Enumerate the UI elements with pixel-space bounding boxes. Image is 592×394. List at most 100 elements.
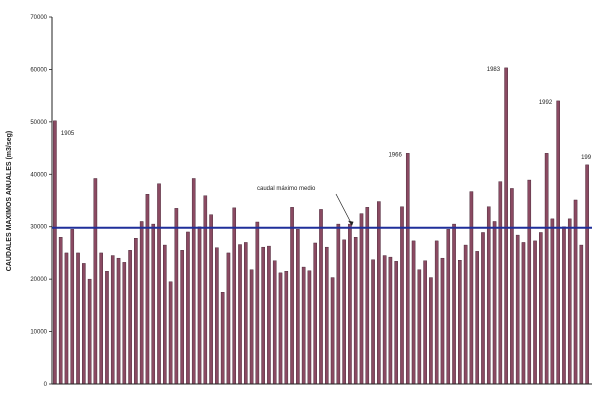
bar: [504, 67, 508, 385]
bar: [313, 242, 317, 385]
bar: [336, 223, 341, 385]
year-annotation: 1992: [539, 100, 553, 106]
bar: [527, 179, 532, 385]
bar: [238, 244, 242, 385]
bar: [226, 252, 231, 385]
y-tick-label: 60000: [30, 67, 47, 73]
year-annotation: 1905: [61, 131, 75, 137]
year-annotation: 1966: [388, 152, 402, 158]
bar: [388, 256, 393, 385]
bar: [405, 153, 410, 385]
y-tick-label: 40000: [30, 172, 47, 178]
bar: [243, 242, 248, 385]
bar: [87, 278, 92, 385]
bar: [411, 240, 416, 385]
bar: [348, 223, 352, 385]
bar: [382, 255, 387, 385]
bar: [255, 221, 260, 385]
bar: [533, 240, 537, 385]
bar: [145, 194, 150, 385]
bar: [116, 257, 121, 385]
bar: [261, 246, 265, 385]
mean-line-arrow: [335, 193, 353, 225]
bar: [82, 263, 86, 385]
bar: [579, 244, 584, 385]
bar: [157, 183, 161, 385]
bar: [232, 207, 237, 385]
bar: [475, 251, 479, 385]
bar: [296, 229, 300, 385]
bar: [134, 238, 138, 385]
bar: [307, 270, 312, 385]
bar: [174, 208, 179, 385]
y-tick-label: 30000: [30, 225, 47, 231]
bar: [567, 218, 572, 385]
bar: [203, 195, 208, 385]
bar: [400, 206, 404, 385]
bar: [371, 259, 375, 385]
bar: [515, 234, 520, 385]
bar: [215, 247, 219, 385]
bar: [64, 252, 69, 385]
bar: [423, 260, 427, 385]
bar: [550, 218, 555, 385]
bar: [353, 236, 358, 385]
bar: [510, 188, 514, 385]
bar: [249, 269, 254, 385]
bar: [521, 242, 526, 385]
bar: [452, 223, 456, 385]
bar: [122, 262, 127, 385]
bar: [272, 260, 277, 385]
bar: [139, 221, 144, 385]
bar: [278, 272, 283, 385]
bar: [446, 229, 451, 385]
annotations: 1905 1966 1983 1992 199: [61, 67, 592, 161]
mean-line-label: caudal máximo medio: [257, 186, 316, 192]
bar: [377, 201, 381, 385]
bar: [168, 281, 173, 385]
bar: [417, 269, 422, 385]
bar: [180, 250, 184, 385]
bar: [458, 260, 462, 385]
bar: [319, 209, 323, 385]
year-annotation: 199: [581, 155, 592, 161]
bar: [53, 120, 57, 385]
bar: [105, 271, 109, 385]
bar: [186, 231, 190, 385]
y-axis: 0 10000 20000 30000 40000 50000 60000 70000: [30, 15, 53, 388]
bar: [290, 207, 294, 385]
bar: [342, 239, 346, 385]
bar: [440, 257, 445, 385]
bar: [556, 100, 560, 385]
year-annotation: 1983: [487, 67, 501, 73]
mean-line-arrowhead: [348, 220, 354, 226]
bar: [365, 207, 370, 385]
y-tick-label: 70000: [30, 15, 47, 21]
bar: [469, 191, 474, 385]
bar-series: [53, 67, 589, 385]
bar: [498, 181, 503, 385]
bar: [128, 250, 132, 385]
bar: [284, 271, 289, 385]
bar: [539, 232, 543, 385]
bar: [76, 252, 80, 385]
bar: [151, 223, 156, 385]
bar: [359, 213, 364, 385]
bar: [330, 277, 335, 385]
bar: [481, 232, 485, 385]
bar: [93, 178, 98, 385]
bar: [492, 221, 497, 385]
mean-line-group: caudal máximo medio: [52, 186, 592, 229]
bar: [70, 229, 75, 385]
bar: [585, 164, 589, 385]
y-tick-label: 20000: [30, 277, 47, 283]
bar: [486, 206, 491, 385]
bar: [197, 226, 202, 385]
bar: [110, 255, 115, 385]
y-tick-label: 0: [44, 382, 48, 388]
bar: [434, 240, 439, 385]
bar: [58, 236, 63, 385]
bar: [267, 245, 271, 385]
bar: [544, 153, 549, 385]
